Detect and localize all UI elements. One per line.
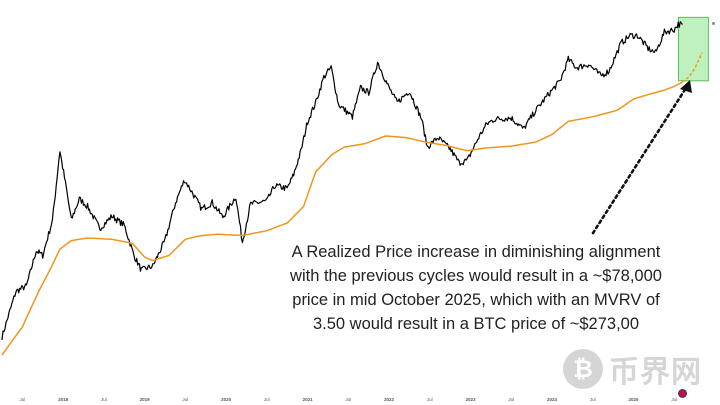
annotation-line-3: price in mid October 2025, which with an… <box>292 291 660 309</box>
arrow-line <box>591 86 688 235</box>
arrow-head <box>680 80 692 93</box>
x-tick-label: Jul <box>671 397 677 402</box>
x-tick-label: Jul <box>508 397 514 402</box>
realized-price-series-line <box>1 81 683 356</box>
bitcoin-logo-icon: ₿ <box>563 349 603 389</box>
watermark-text: 币界网 <box>609 355 702 390</box>
flag-icon <box>678 389 687 398</box>
x-tick-label: Jul <box>20 397 26 402</box>
x-tick-label: Jul <box>345 397 351 402</box>
annotation-text: A Realized Price increase in diminishing… <box>256 240 696 336</box>
x-tick-label: 2025 <box>628 397 639 402</box>
annotation-line-4: 3.50 would result in a BTC price of ~$27… <box>312 315 640 333</box>
x-tick-label: 2024 <box>547 397 558 402</box>
watermark: ₿ 币界网 <box>563 348 713 390</box>
annotation-line-2: with the previous cycles would result in… <box>290 267 662 285</box>
price-series-line <box>1 21 683 341</box>
x-tick-label: Jul <box>427 397 433 402</box>
x-tick-label: 2022 <box>384 397 395 402</box>
series-layer <box>1 21 703 356</box>
x-tick-label: Jul <box>182 397 188 402</box>
marker-dot <box>712 22 715 25</box>
x-tick-label: 2021 <box>303 397 314 402</box>
x-tick-label: 2019 <box>140 397 151 402</box>
annotation-line-1: A Realized Price increase in diminishing… <box>291 243 661 261</box>
x-tick-label: Jul <box>264 397 270 402</box>
x-tick-label: 2018 <box>58 397 69 402</box>
arrow-layer <box>591 80 692 235</box>
projection-series-line <box>681 52 703 83</box>
x-tick-label: 2023 <box>465 397 476 402</box>
x-tick-label: 2020 <box>221 397 232 402</box>
x-tick-label: Jul <box>101 397 107 402</box>
x-tick-label: Jul <box>590 397 596 402</box>
x-axis-ticks: Jul 2018 Jul 2019 Jul 2020 Jul 2021 Jul 2022 Jul 20… <box>20 397 678 402</box>
